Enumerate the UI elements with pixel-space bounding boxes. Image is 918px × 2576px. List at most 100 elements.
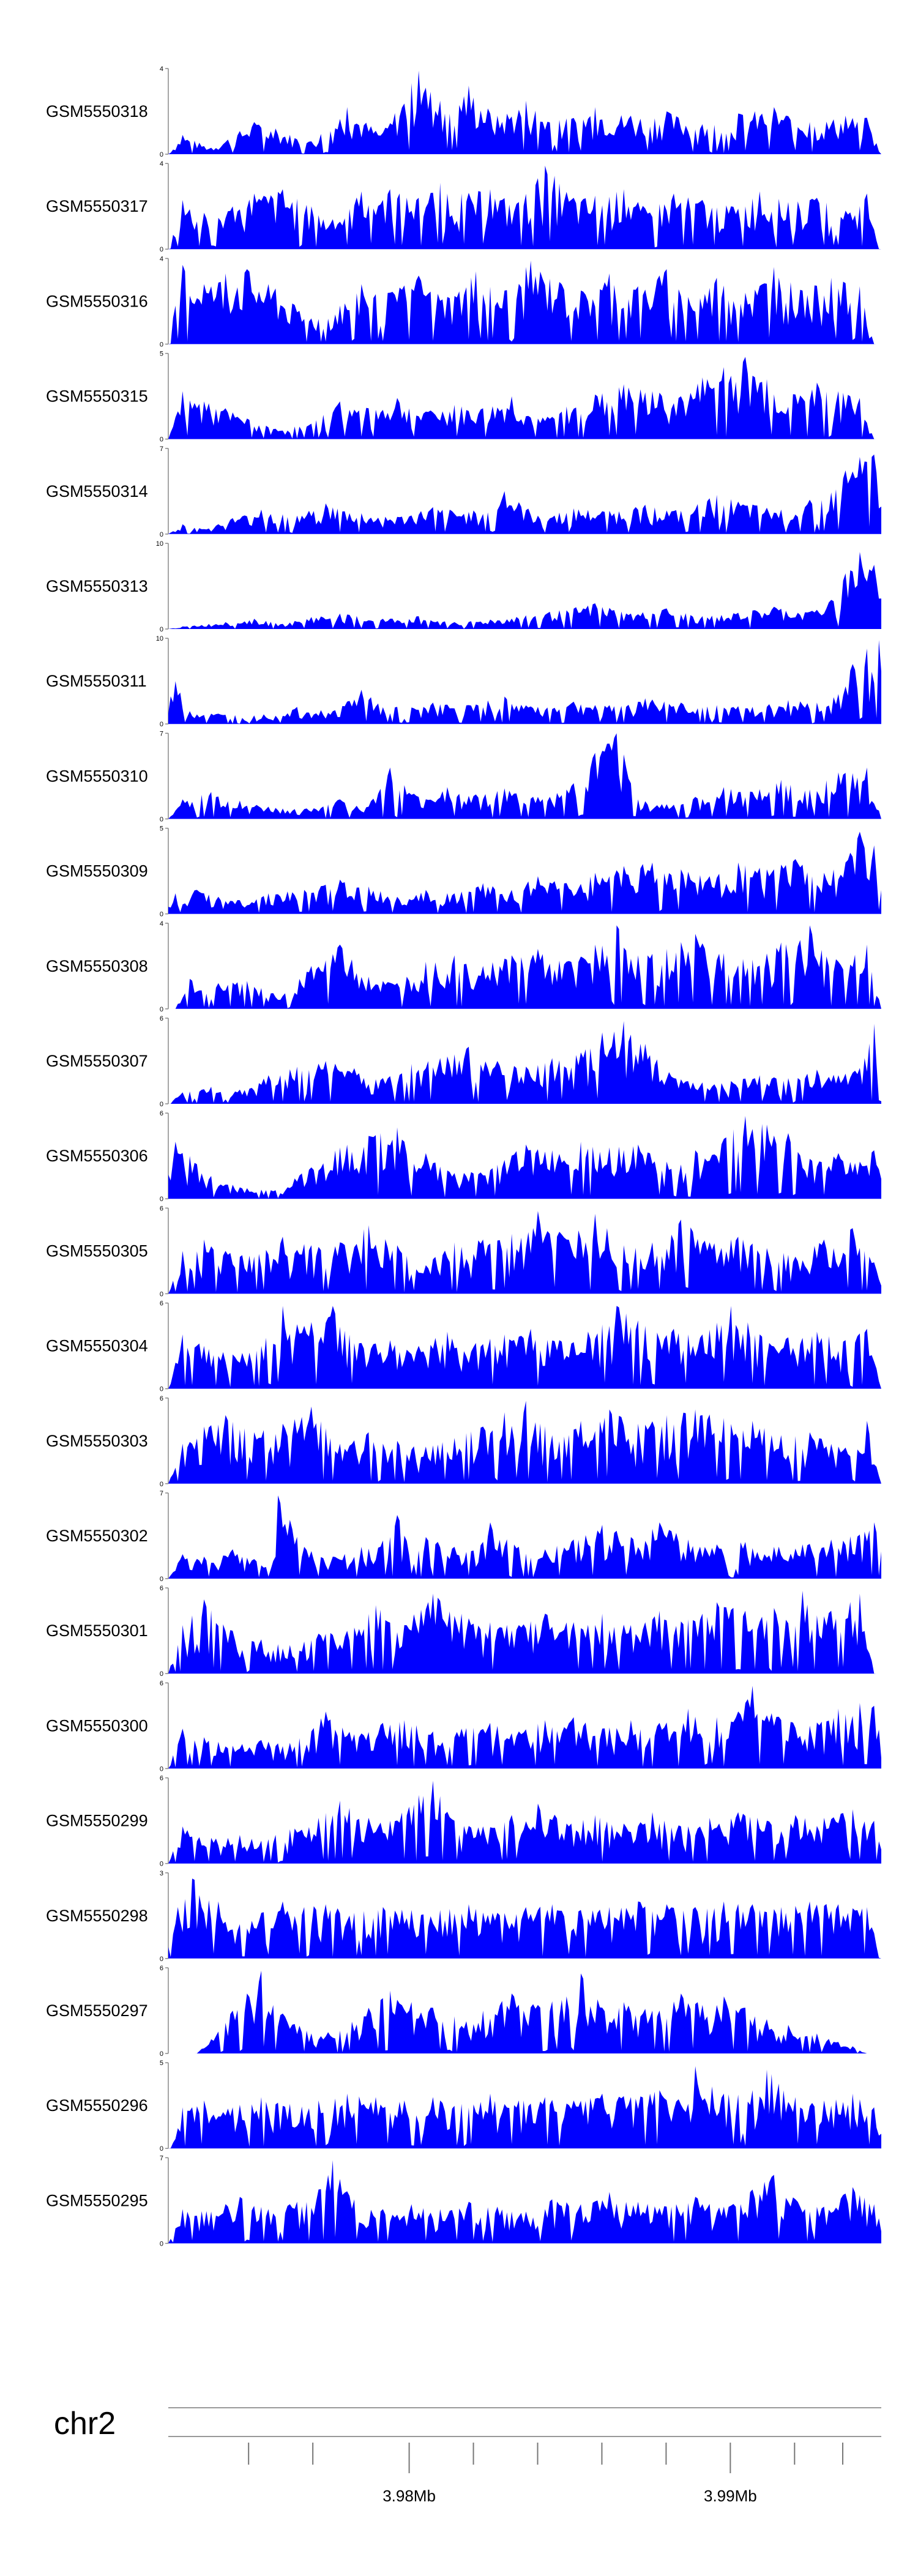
coverage-area bbox=[168, 1115, 881, 1199]
track-GSM5550299: GSM5550299 6 0 bbox=[46, 1775, 881, 1868]
y-tick-min-label: 0 bbox=[160, 1481, 163, 1488]
track-label: GSM5550303 bbox=[46, 1432, 148, 1450]
y-tick-min-label: 0 bbox=[160, 341, 163, 348]
track-GSM5550308: GSM5550308 4 0 bbox=[46, 920, 881, 1013]
coverage-area bbox=[168, 1211, 881, 1294]
y-tick-max-label: 6 bbox=[160, 1585, 163, 1592]
y-tick-min-label: 0 bbox=[160, 436, 163, 444]
coverage-area bbox=[168, 925, 881, 1009]
y-tick-min-label: 0 bbox=[160, 1196, 163, 1203]
y-tick-max-label: 6 bbox=[160, 1395, 163, 1402]
track-label: GSM5550317 bbox=[46, 197, 148, 215]
track-GSM5550300: GSM5550300 6 0 bbox=[46, 1680, 881, 1773]
y-tick-min-label: 0 bbox=[160, 1006, 163, 1013]
track-GSM5550306: GSM5550306 6 0 bbox=[46, 1110, 881, 1203]
track-label: GSM5550304 bbox=[46, 1337, 148, 1355]
y-tick-max-label: 4 bbox=[160, 255, 163, 262]
track-GSM5550297: GSM5550297 6 0 bbox=[46, 1965, 881, 2058]
y-tick-max-label: 7 bbox=[160, 445, 163, 453]
y-tick-min-label: 0 bbox=[160, 1576, 163, 1583]
track-label: GSM5550306 bbox=[46, 1147, 148, 1165]
coverage-area bbox=[168, 357, 881, 439]
coverage-area bbox=[168, 70, 881, 154]
x-tick-label: 3.99Mb bbox=[704, 2487, 757, 2505]
track-label: GSM5550310 bbox=[46, 767, 148, 785]
coverage-area bbox=[168, 1021, 881, 1104]
track-GSM5550317: GSM5550317 4 0 bbox=[46, 160, 881, 253]
coverage-area bbox=[168, 1781, 881, 1864]
track-GSM5550298: GSM5550298 3 0 bbox=[46, 1870, 881, 1963]
track-label: GSM5550295 bbox=[46, 2191, 148, 2209]
track-GSM5550310: GSM5550310 7 0 bbox=[46, 730, 881, 823]
y-tick-min-label: 0 bbox=[160, 2240, 163, 2247]
x-tick-label: 3.98Mb bbox=[382, 2487, 436, 2505]
track-label: GSM5550308 bbox=[46, 957, 148, 975]
coverage-area bbox=[168, 1970, 881, 2053]
track-label: GSM5550311 bbox=[46, 672, 147, 690]
coverage-area bbox=[168, 1495, 881, 1579]
coverage-area bbox=[168, 733, 881, 819]
chromosome-label: chr2 bbox=[54, 2406, 116, 2441]
y-tick-min-label: 0 bbox=[160, 1290, 163, 1298]
track-label: GSM5550305 bbox=[46, 1241, 148, 1260]
coverage-area bbox=[168, 2066, 881, 2149]
y-tick-max-label: 4 bbox=[160, 65, 163, 73]
y-tick-max-label: 6 bbox=[160, 1775, 163, 1782]
y-tick-max-label: 6 bbox=[160, 1300, 163, 1308]
track-GSM5550315: GSM5550315 5 0 bbox=[46, 351, 881, 444]
track-label: GSM5550300 bbox=[46, 1716, 148, 1735]
track-GSM5550302: GSM5550302 7 0 bbox=[46, 1490, 881, 1583]
y-tick-min-label: 0 bbox=[160, 531, 163, 538]
coverage-area bbox=[168, 1590, 881, 1674]
track-GSM5550313: GSM5550313 10 0 bbox=[46, 540, 881, 633]
y-tick-max-label: 7 bbox=[160, 2154, 163, 2162]
track-label: GSM5550297 bbox=[46, 2001, 148, 2020]
y-tick-min-label: 0 bbox=[160, 2050, 163, 2058]
coverage-area bbox=[168, 640, 881, 724]
coverage-area bbox=[168, 2160, 881, 2244]
track-label: GSM5550315 bbox=[46, 387, 148, 406]
y-tick-min-label: 0 bbox=[160, 1101, 163, 1108]
y-tick-max-label: 6 bbox=[160, 1205, 163, 1212]
y-tick-min-label: 0 bbox=[160, 626, 163, 633]
track-label: GSM5550298 bbox=[46, 1907, 148, 1925]
track-GSM5550311: GSM5550311 10 0 bbox=[46, 635, 881, 728]
coverage-area bbox=[168, 1401, 881, 1484]
y-tick-min-label: 0 bbox=[160, 816, 163, 823]
track-GSM5550304: GSM5550304 6 0 bbox=[46, 1300, 881, 1393]
track-GSM5550303: GSM5550303 6 0 bbox=[46, 1395, 881, 1488]
y-tick-max-label: 10 bbox=[156, 540, 163, 548]
track-label: GSM5550299 bbox=[46, 1812, 148, 1830]
track-label: GSM5550301 bbox=[46, 1621, 148, 1640]
coverage-area bbox=[168, 552, 881, 629]
coverage-area bbox=[168, 1878, 881, 1959]
y-tick-min-label: 0 bbox=[160, 1670, 163, 1678]
track-label: GSM5550314 bbox=[46, 482, 148, 501]
track-GSM5550295: GSM5550295 7 0 bbox=[46, 2154, 881, 2247]
y-tick-min-label: 0 bbox=[160, 911, 163, 918]
coverage-area bbox=[168, 260, 881, 344]
genome-axis: chr2 3.98Mb 3.99Mb bbox=[54, 2406, 881, 2505]
coverage-area bbox=[168, 1686, 881, 1769]
y-tick-min-label: 0 bbox=[160, 721, 163, 728]
y-tick-max-label: 6 bbox=[160, 1965, 163, 1972]
track-label: GSM5550309 bbox=[46, 862, 148, 880]
track-label: GSM5550302 bbox=[46, 1527, 148, 1545]
coverage-area bbox=[168, 1306, 881, 1389]
track-GSM5550316: GSM5550316 4 0 bbox=[46, 255, 881, 348]
y-tick-max-label: 6 bbox=[160, 1015, 163, 1022]
y-tick-min-label: 0 bbox=[160, 1861, 163, 1868]
y-tick-max-label: 4 bbox=[160, 160, 163, 168]
y-tick-max-label: 5 bbox=[160, 825, 163, 833]
track-label: GSM5550318 bbox=[46, 102, 148, 121]
y-tick-max-label: 7 bbox=[160, 730, 163, 737]
y-tick-max-label: 10 bbox=[156, 635, 163, 642]
y-tick-min-label: 0 bbox=[160, 1956, 163, 1963]
y-tick-max-label: 3 bbox=[160, 1870, 163, 1877]
y-tick-min-label: 0 bbox=[160, 1765, 163, 1773]
y-tick-min-label: 0 bbox=[160, 2145, 163, 2153]
coverage-area bbox=[168, 165, 881, 250]
track-label: GSM5550307 bbox=[46, 1052, 148, 1070]
coverage-area bbox=[168, 832, 881, 914]
